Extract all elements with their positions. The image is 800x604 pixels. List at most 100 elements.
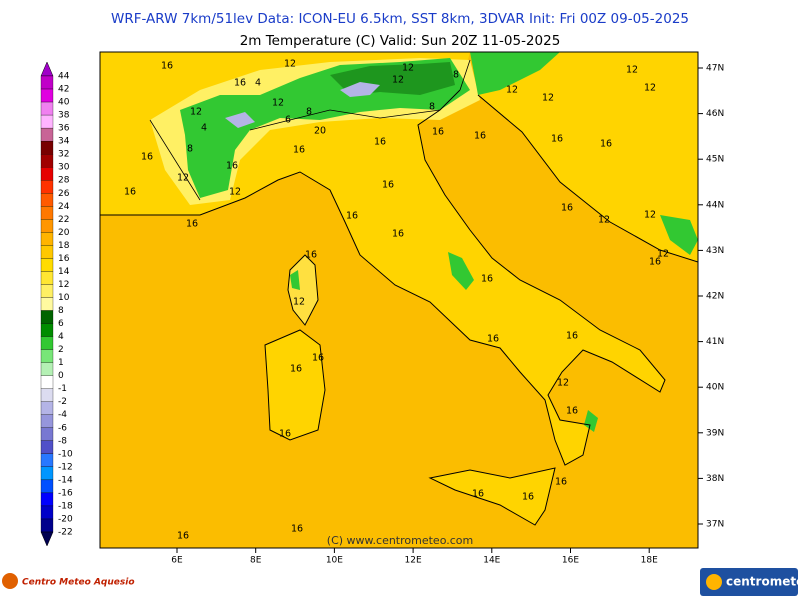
header-subtitle: 2m Temperature (C) Valid: Sun 20Z 11-05-… [240, 33, 561, 49]
lon-label: 14E [483, 556, 500, 566]
colorbar-swatch [40, 401, 54, 415]
logo-left: Centro Meteo Aquesio [2, 573, 135, 589]
lat-label: 46N [706, 109, 724, 119]
colorbar-swatch [40, 323, 54, 337]
contour-label: 12 [402, 63, 414, 74]
logo-text: Centro Meteo Aquesio [22, 578, 135, 588]
colorbar-label: 28 [58, 176, 70, 186]
logo-text: centrometeo [726, 575, 800, 589]
lat-label: 41N [706, 337, 724, 347]
colorbar-label: 30 [58, 163, 70, 173]
lat-label: 47N [706, 64, 724, 74]
contour-label: 16 [649, 257, 661, 268]
colorbar-label: 12 [58, 280, 69, 290]
green-balkans [470, 52, 698, 255]
coastline [100, 89, 698, 526]
contour-label: 12 [190, 107, 202, 118]
contour-label: 20 [314, 126, 326, 137]
lat-label: 40N [706, 383, 724, 393]
colorbar-swatch [40, 479, 54, 494]
colorbar: 4442403836343230282624222018161412108642… [40, 61, 73, 547]
colorbar-label: -1 [58, 384, 67, 394]
lon-label: 8E [250, 556, 262, 566]
contour-label: 16 [392, 229, 404, 240]
contour-label: 16 [226, 161, 238, 172]
land-sicily [430, 468, 555, 525]
contour-label: 16 [177, 531, 189, 542]
colorbar-swatch [40, 440, 54, 454]
contour-label: 16 [600, 139, 612, 150]
colorbar-swatch [40, 154, 54, 168]
contour-label: 8 [429, 102, 435, 113]
land-balkans [470, 52, 698, 262]
colorbar-swatch [40, 127, 54, 142]
colorbar-swatch [40, 427, 54, 441]
colorbar-label: 24 [58, 202, 70, 212]
colorbar-swatch [40, 349, 54, 363]
colorbar-label: 20 [58, 228, 70, 238]
contour-label: 12 [177, 173, 189, 184]
map-frame [99, 51, 699, 549]
colorbar-label: 44 [58, 72, 70, 82]
contour-label: 16 [382, 180, 394, 191]
colorbar-label: -16 [58, 488, 73, 498]
colorbar-swatch [40, 466, 54, 481]
colorbar-swatch [40, 180, 54, 194]
colorbar-label: -12 [58, 462, 73, 472]
cold-peaks [225, 82, 380, 128]
colorbar-swatch [40, 258, 54, 272]
colorbar-label: 10 [58, 293, 70, 303]
colorbar-swatch [40, 336, 54, 350]
colorbar-swatch [40, 167, 54, 181]
contour-label: 12 [392, 75, 404, 86]
colorbar-label: -4 [58, 410, 67, 420]
contour-label: 16 [474, 131, 486, 142]
logo-icon [2, 573, 18, 589]
contour-label: 16 [124, 187, 136, 198]
colorbar-label: -20 [58, 514, 73, 524]
contour-label: 16 [374, 137, 386, 148]
contour-label: 8 [187, 144, 193, 155]
contour-label: 16 [432, 127, 444, 138]
logo-icon [706, 574, 722, 590]
contour-label: 8 [306, 107, 312, 118]
contour-label: 16 [293, 145, 305, 156]
contour-label: 16 [290, 364, 302, 375]
contour-label: 16 [551, 134, 563, 145]
colorbar-label: 18 [58, 241, 70, 251]
contour-label: 8 [453, 70, 459, 81]
contour-label: 16 [141, 152, 153, 163]
colorbar-swatch [40, 375, 54, 389]
colorbar-swatch [40, 114, 54, 129]
colorbar-swatch [40, 232, 54, 246]
contour-label: 12 [272, 98, 284, 109]
colorbar-label: -8 [58, 436, 67, 446]
colorbar-label: 6 [58, 319, 64, 329]
contour-label: 16 [561, 203, 573, 214]
contour-label: 16 [555, 477, 567, 488]
lat-label: 37N [706, 520, 724, 530]
lat-label: 39N [706, 428, 724, 438]
colorbar-swatch [40, 518, 54, 533]
colorbar-swatch [40, 505, 54, 520]
colorbar-label: -18 [58, 501, 73, 511]
lon-label: 18E [641, 556, 658, 566]
colorbar-label: 40 [58, 98, 70, 108]
colorbar-label: 8 [58, 306, 64, 316]
colorbar-label: 1 [58, 358, 64, 368]
contour-label: 6 [285, 115, 291, 126]
colorbar-swatch [40, 453, 54, 468]
contour-label: 16 [234, 78, 246, 89]
colorbar-label: 22 [58, 215, 69, 225]
colorbar-swatch [40, 193, 54, 207]
contour-label: 12 [644, 83, 656, 94]
colorbar-label: 2 [58, 345, 64, 355]
colorbar-swatch [40, 310, 54, 324]
contour-label: 16 [186, 219, 198, 230]
lat-label: 44N [706, 200, 724, 210]
contour-label: 12 [557, 378, 569, 389]
colorbar-label: 42 [58, 85, 69, 95]
